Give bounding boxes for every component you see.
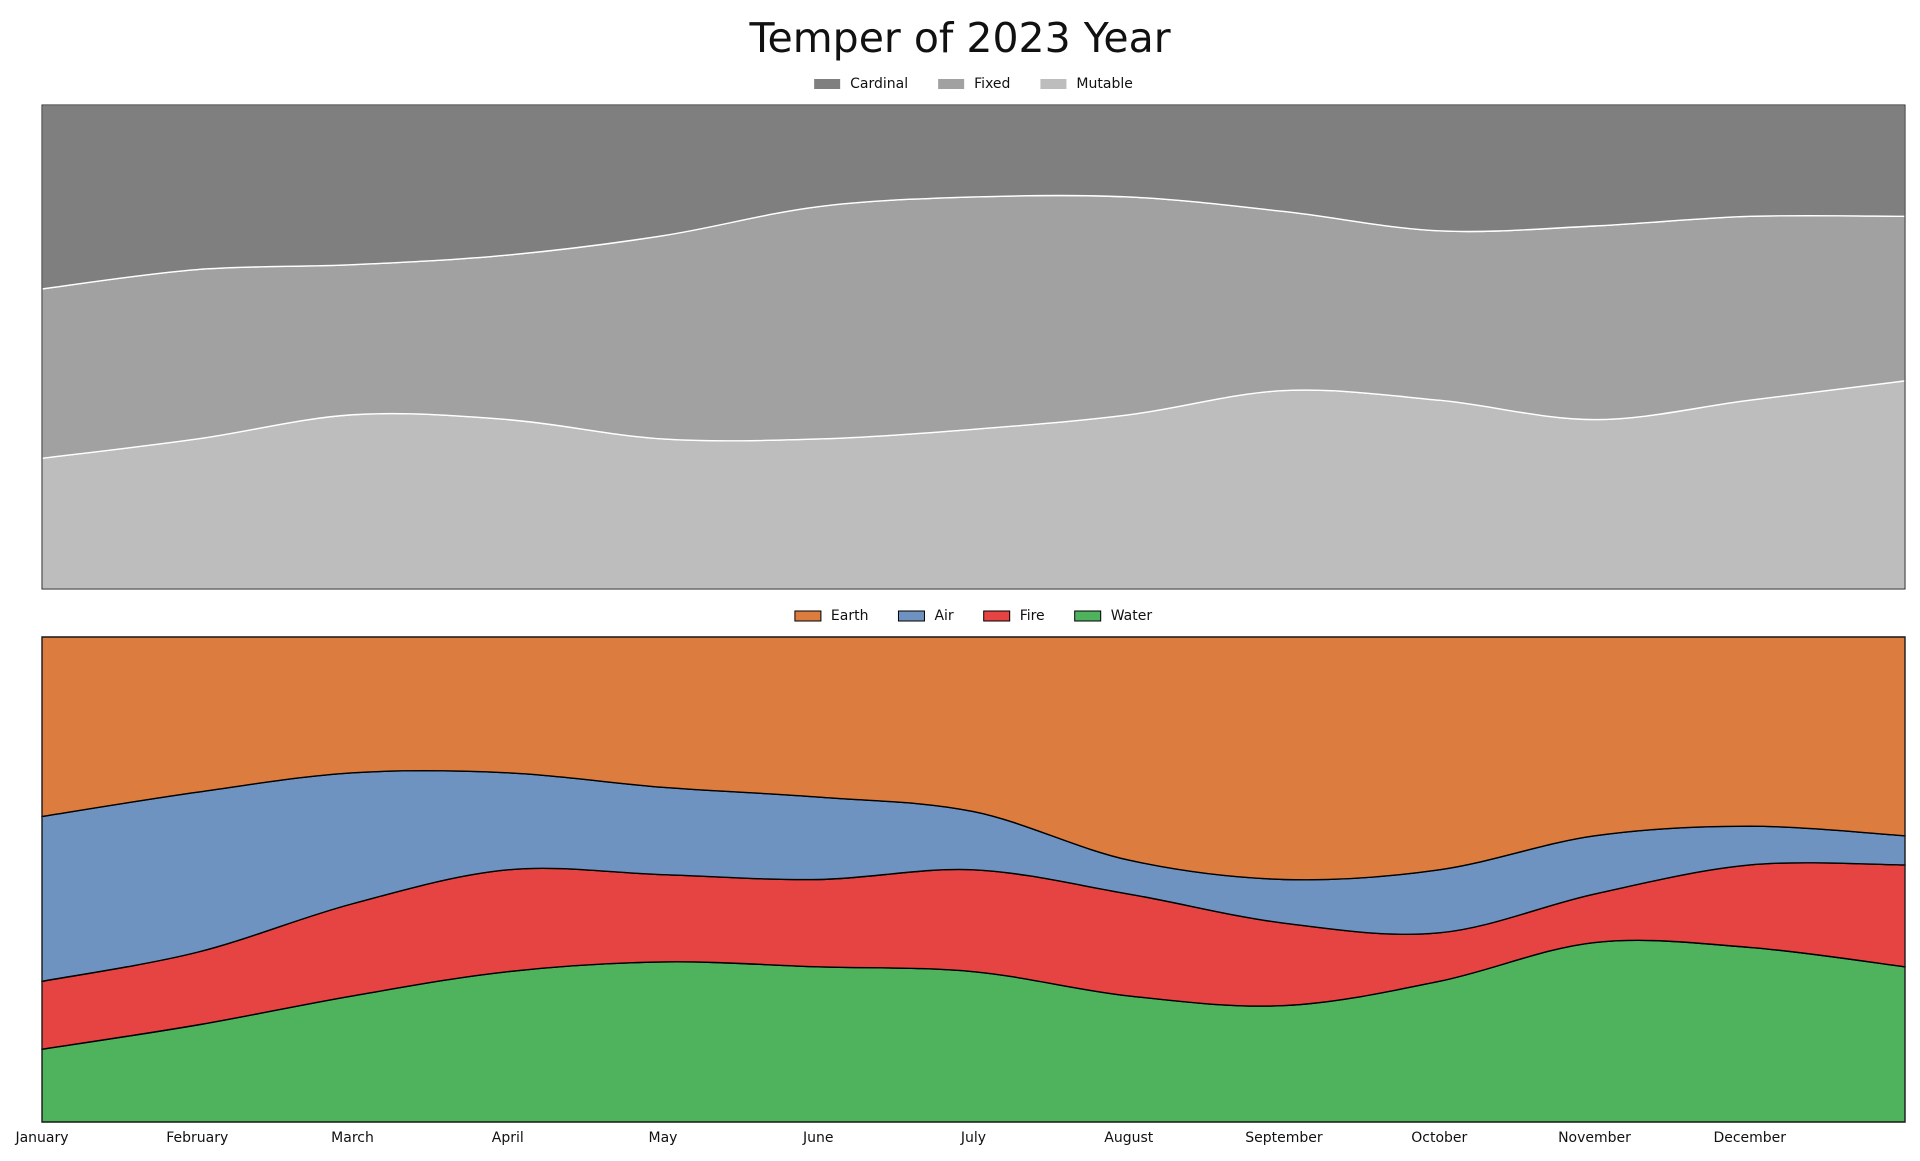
x-tick-label: October <box>1411 1130 1467 1146</box>
x-tick-label: September <box>1245 1130 1323 1146</box>
legend-swatch <box>794 610 822 622</box>
legend-label: Fixed <box>974 76 1010 92</box>
plot-frame <box>41 104 1906 590</box>
legend-swatch <box>938 79 965 89</box>
chart-title: Temper of 2023 Year <box>748 14 1170 62</box>
x-tick-label: May <box>649 1130 678 1146</box>
legend-swatch <box>897 610 925 622</box>
legend-label: Water <box>1111 608 1153 624</box>
x-tick-label: August <box>1104 1130 1154 1146</box>
legend-label: Fire <box>1020 608 1045 624</box>
legend-swatch <box>814 79 841 89</box>
plot-frame <box>41 636 1906 1123</box>
x-tick-label: January <box>14 1130 68 1146</box>
legend-label: Air <box>934 608 953 624</box>
legend-swatch <box>1040 79 1067 89</box>
legend-swatch <box>1074 610 1102 622</box>
x-tick-label: April <box>492 1130 524 1146</box>
legend-label: Earth <box>831 608 869 624</box>
x-tick-label: July <box>960 1130 986 1146</box>
legend-swatch <box>983 610 1011 622</box>
x-tick-label: March <box>331 1130 374 1146</box>
x-tick-label: February <box>166 1130 228 1146</box>
legend-label: Cardinal <box>850 76 908 92</box>
x-tick-label: November <box>1558 1130 1631 1146</box>
x-tick-label: June <box>802 1130 834 1146</box>
legend-label: Mutable <box>1076 76 1132 92</box>
x-tick-label: December <box>1713 1130 1786 1146</box>
